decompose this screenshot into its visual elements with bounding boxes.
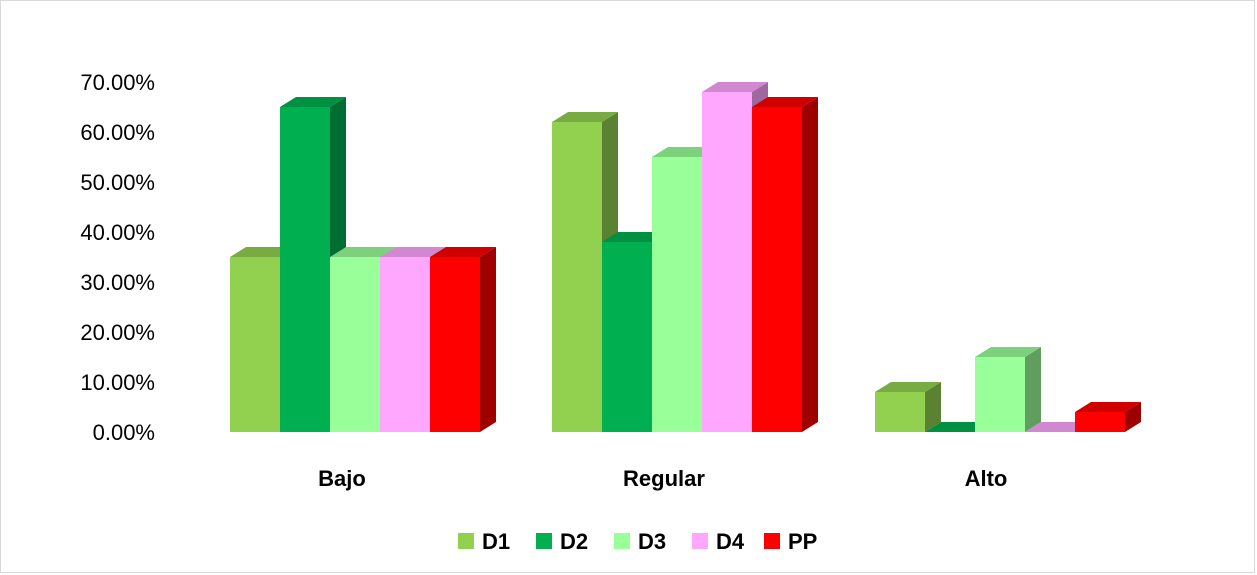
bar-front xyxy=(280,107,330,432)
bar-front xyxy=(702,92,752,432)
bar-pp-regular xyxy=(752,97,818,432)
bar-top xyxy=(230,247,296,257)
legend-label: D2 xyxy=(560,529,588,554)
bar-front xyxy=(330,257,380,432)
y-tick-label: 60.00% xyxy=(80,120,155,145)
bar-front xyxy=(552,122,602,432)
bar-top xyxy=(752,97,818,107)
bar-top xyxy=(602,232,668,242)
bar-top xyxy=(1075,402,1141,412)
category-label-regular: Regular xyxy=(623,466,705,491)
legend-label: D1 xyxy=(482,529,510,554)
bar-top xyxy=(552,112,618,122)
bar-side xyxy=(925,382,941,432)
bar-front xyxy=(602,242,652,432)
bar-front xyxy=(875,392,925,432)
y-tick-label: 0.00% xyxy=(93,420,155,445)
bar-d2-bajo xyxy=(280,97,346,432)
bar-d4-alto xyxy=(1025,422,1091,432)
y-tick-label: 50.00% xyxy=(80,170,155,195)
legend-swatch xyxy=(536,533,552,549)
bar-side xyxy=(1025,347,1041,432)
bar-top xyxy=(652,147,718,157)
bar-top xyxy=(1025,422,1091,432)
legend-item-d4: D4 xyxy=(692,529,745,554)
bar-d2-alto xyxy=(925,422,991,432)
bar-pp-bajo xyxy=(430,247,496,432)
bar-front xyxy=(430,257,480,432)
legend-swatch xyxy=(764,533,780,549)
bar-top xyxy=(380,247,446,257)
bar-side xyxy=(802,97,818,432)
legend-swatch xyxy=(458,533,474,549)
bars xyxy=(230,82,1141,432)
y-axis-ticks: 0.00% 10.00% 20.00% 30.00% 40.00% 50.00% 60.00… xyxy=(80,70,155,445)
legend-label: D3 xyxy=(638,529,666,554)
bar-top xyxy=(280,97,346,107)
legend-swatch xyxy=(614,533,630,549)
y-tick-label: 70.00% xyxy=(80,70,155,95)
category-labels: Bajo Regular Alto xyxy=(318,466,1007,491)
bar-d1-alto xyxy=(875,382,941,432)
category-label-alto: Alto xyxy=(965,466,1008,491)
bar-front xyxy=(380,257,430,432)
legend-item-pp: PP xyxy=(764,529,817,554)
bar-pp-alto xyxy=(1075,402,1141,432)
legend-label: PP xyxy=(788,529,817,554)
y-tick-label: 30.00% xyxy=(80,270,155,295)
category-label-bajo: Bajo xyxy=(318,466,366,491)
bar-front xyxy=(652,157,702,432)
legend: D1 D2 D3 D4 PP xyxy=(458,529,817,554)
bar-side xyxy=(480,247,496,432)
legend-item-d3: D3 xyxy=(614,529,666,554)
bar-front xyxy=(1075,412,1125,432)
bar-front xyxy=(752,107,802,432)
y-tick-label: 20.00% xyxy=(80,320,155,345)
bar-front xyxy=(230,257,280,432)
y-tick-label: 40.00% xyxy=(80,220,155,245)
y-tick-label: 10.00% xyxy=(80,370,155,395)
bar-top xyxy=(975,347,1041,357)
bar-top xyxy=(875,382,941,392)
legend-item-d2: D2 xyxy=(536,529,588,554)
bar-top xyxy=(430,247,496,257)
legend-swatch xyxy=(692,533,708,549)
bar-top xyxy=(925,422,991,432)
bar-top xyxy=(330,247,396,257)
legend-item-d1: D1 xyxy=(458,529,510,554)
legend-label: D4 xyxy=(716,529,745,554)
bar-front xyxy=(975,357,1025,432)
bar-d3-alto xyxy=(975,347,1041,432)
bar-top xyxy=(702,82,768,92)
